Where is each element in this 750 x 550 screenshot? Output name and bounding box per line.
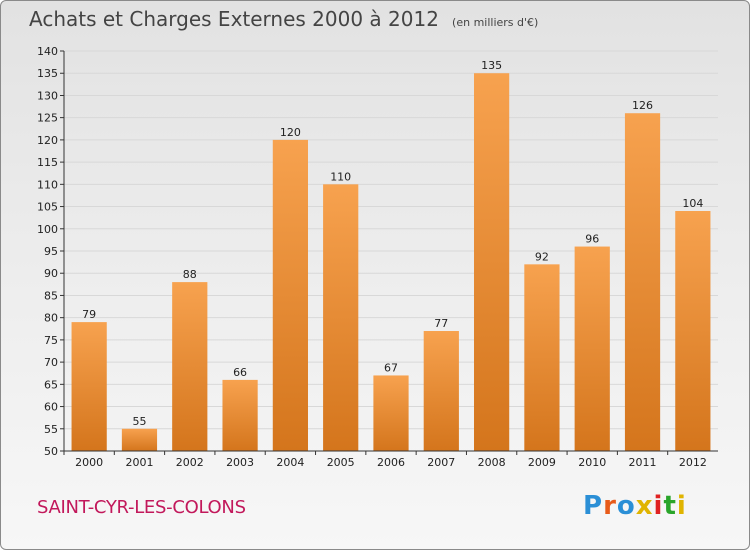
y-tick-label: 105 <box>37 201 58 214</box>
bar-value-label: 88 <box>183 268 197 281</box>
logo-letter: o <box>616 491 636 521</box>
bar <box>172 282 208 451</box>
bar-value-label: 55 <box>132 415 146 428</box>
y-tick-label: 130 <box>37 89 58 102</box>
x-tick-label: 2003 <box>226 456 254 469</box>
y-tick-label: 70 <box>44 356 58 369</box>
y-tick-label: 125 <box>37 112 58 125</box>
y-tick-label: 50 <box>44 445 58 458</box>
bar <box>323 184 359 452</box>
x-tick-label: 2009 <box>528 456 556 469</box>
title-area: Achats et Charges Externes 2000 à 2012 (… <box>29 7 538 31</box>
logo-letter: i <box>676 491 687 521</box>
y-tick-label: 55 <box>44 423 58 436</box>
bar <box>423 331 459 451</box>
bar <box>524 264 560 451</box>
bar-value-label: 67 <box>384 361 398 374</box>
x-tick-label: 2000 <box>75 456 103 469</box>
bar-value-label: 96 <box>585 233 599 246</box>
axes <box>60 50 718 455</box>
proxiti-logo: Proxiti <box>583 491 687 521</box>
bar-value-label: 66 <box>233 366 247 379</box>
bar <box>675 211 711 451</box>
x-tick-label: 2005 <box>327 456 355 469</box>
logo-letter: i <box>653 491 664 521</box>
logo-letter: r <box>603 491 617 521</box>
y-tick-label: 75 <box>44 334 58 347</box>
logo-letter: P <box>583 491 604 521</box>
bar-value-label: 110 <box>330 170 351 183</box>
bar <box>222 379 258 451</box>
bar-value-label: 77 <box>434 317 448 330</box>
logo-letter: x <box>635 491 654 521</box>
bar-value-label: 135 <box>481 59 502 72</box>
bar-value-label: 79 <box>82 308 96 321</box>
labels: 50 55 60 65 70 75 80 85 90 95 100 105 110 115 120 125 13… <box>37 45 707 469</box>
x-tick-label: 2008 <box>478 456 506 469</box>
x-tick-label: 2011 <box>629 456 657 469</box>
y-tick-label: 100 <box>37 223 58 236</box>
x-tick-label: 2007 <box>427 456 455 469</box>
bar <box>574 246 610 451</box>
y-tick-label: 65 <box>44 378 58 391</box>
y-tick-label: 90 <box>44 267 58 280</box>
bar <box>474 73 510 451</box>
x-tick-label: 2004 <box>276 456 304 469</box>
y-tick-label: 115 <box>37 156 58 169</box>
y-tick-label: 120 <box>37 134 58 147</box>
y-tick-label: 80 <box>44 312 58 325</box>
bar-value-label: 120 <box>280 126 301 139</box>
logo-letter: t <box>663 491 677 521</box>
y-tick-label: 95 <box>44 245 58 258</box>
x-tick-label: 2001 <box>125 456 153 469</box>
bar-value-label: 92 <box>535 250 549 263</box>
x-tick-label: 2010 <box>578 456 606 469</box>
bar <box>71 322 107 451</box>
x-tick-label: 2006 <box>377 456 405 469</box>
y-tick-label: 60 <box>44 401 58 414</box>
x-tick-label: 2002 <box>176 456 204 469</box>
y-tick-label: 110 <box>37 178 58 191</box>
bar <box>121 428 158 451</box>
bar-value-label: 126 <box>632 99 653 112</box>
chart-subtitle: (en milliers d'€) <box>452 16 539 29</box>
y-tick-label: 135 <box>37 67 58 80</box>
chart-title: Achats et Charges Externes 2000 à 2012 <box>29 7 439 31</box>
bar <box>624 113 661 451</box>
bars <box>71 73 711 452</box>
bar <box>272 139 308 451</box>
commune-name: SAINT-CYR-LES-COLONS <box>37 497 246 518</box>
bar-value-label: 104 <box>682 197 703 210</box>
x-tick-label: 2012 <box>679 456 707 469</box>
y-tick-label: 140 <box>37 45 58 58</box>
y-tick-label: 85 <box>44 289 58 302</box>
bar <box>373 375 409 451</box>
